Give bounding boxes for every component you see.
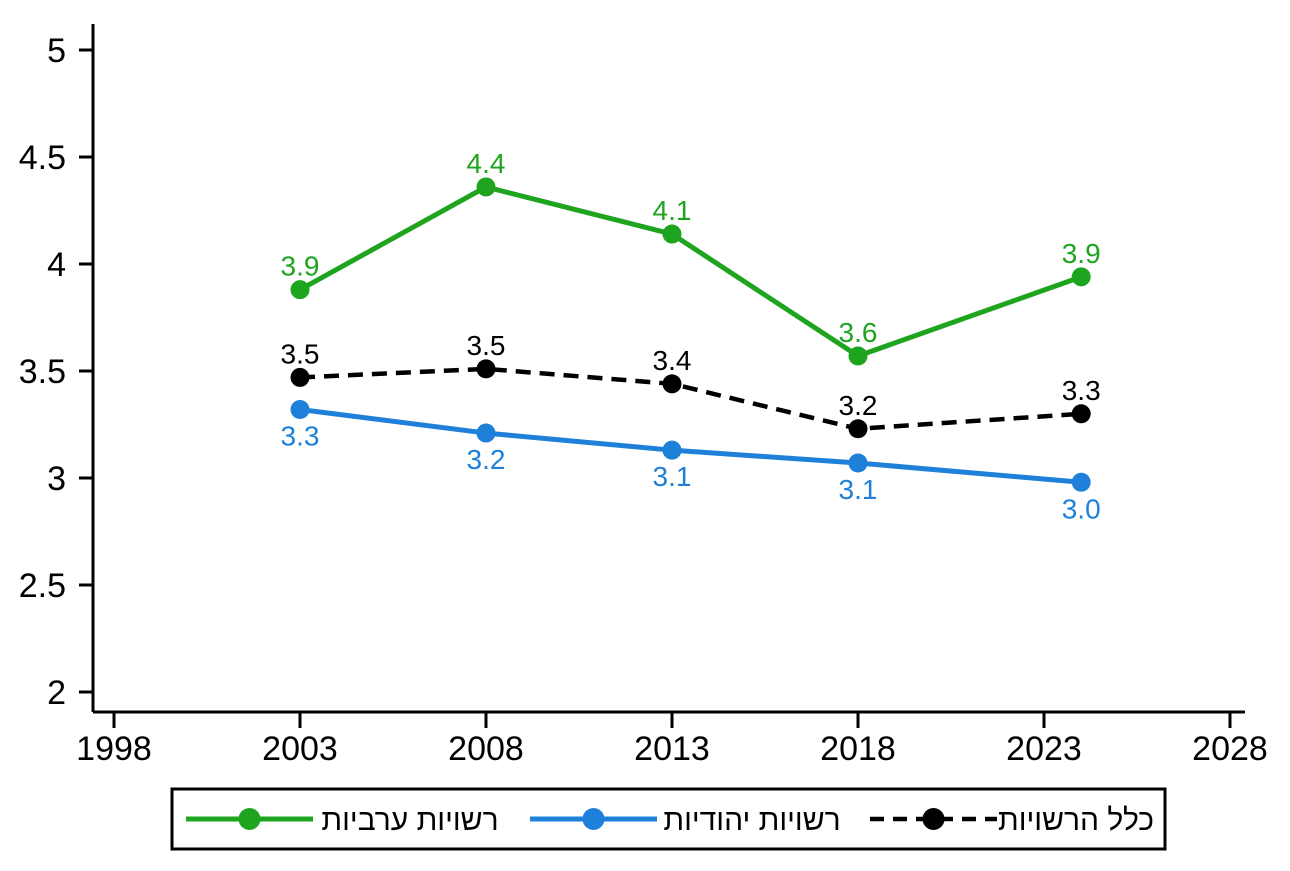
- y-axis-tick-label: 3: [47, 460, 66, 498]
- data-point-label: 3.2: [839, 390, 878, 421]
- y-axis-tick-label: 4: [47, 246, 66, 284]
- legend-swatch-marker: [582, 808, 605, 830]
- data-point-marker: [662, 374, 682, 394]
- data-point-label: 3.4: [653, 345, 692, 376]
- data-point-label: 3.9: [1062, 238, 1101, 269]
- legend-swatch-marker: [922, 808, 945, 830]
- x-axis-tick-label: 2003: [262, 730, 338, 768]
- data-point-marker: [290, 280, 310, 300]
- data-point-marker: [662, 224, 682, 244]
- data-point-label: 3.9: [281, 251, 320, 282]
- data-point-marker: [476, 423, 496, 443]
- x-axis-tick-label: 2018: [820, 730, 896, 768]
- y-axis-tick-label: 2: [47, 674, 66, 712]
- legend: רשויות ערביות רשויות יהודיות כלל הרשויות: [170, 787, 1167, 851]
- x-axis-tick-label: 2023: [1006, 730, 1082, 768]
- y-axis-tick-label: 5: [47, 32, 66, 70]
- series-2: 3.5 3.5 3.4 3.2 3.3: [281, 330, 1101, 439]
- legend-entry-label: רשויות ערביות: [321, 804, 498, 837]
- series-layer: 3.94.44.13.63.93.33.23.1 3.13.03.5 3.5 3.43…: [281, 148, 1101, 524]
- data-point-marker: [476, 177, 496, 197]
- data-point-label: 3.1: [653, 461, 692, 492]
- data-point-label: 3.1: [839, 474, 878, 505]
- axes: 5 4.5 4 3.5 3 2.5 2 1998 2003 2008 2013 2018 2023 202…: [19, 24, 1268, 768]
- data-point-label: 3.6: [839, 317, 878, 348]
- series-1: 3.3 3.2 3.1 3.1 3.0: [281, 400, 1101, 524]
- data-point-label: 3.3: [281, 421, 320, 452]
- series-0: 3.9 4.4 4.1 3.6 3.9: [281, 148, 1101, 366]
- data-point-label: 3.3: [1062, 375, 1101, 406]
- data-point-marker: [1071, 472, 1091, 492]
- legend-entry: כלל הרשויות: [870, 804, 1154, 837]
- x-axis-tick-label: 2008: [448, 730, 524, 768]
- series-line: [299, 366, 1082, 432]
- data-point-marker: [848, 419, 868, 439]
- x-axis-tick-label: 2028: [1192, 730, 1268, 768]
- legend-swatch-marker: [238, 808, 261, 830]
- y-axis-tick-label: 3.5: [19, 353, 66, 391]
- data-point-marker: [1071, 404, 1091, 424]
- data-point-marker: [1071, 267, 1091, 287]
- data-point-marker: [290, 400, 310, 420]
- legend-box: [170, 787, 1167, 851]
- x-axis-tick-label: 1998: [76, 730, 152, 768]
- legend-entry-label: כלל הרשויות: [998, 804, 1154, 837]
- x-axis-tick-label: 2013: [634, 730, 710, 768]
- data-point-label: 3.5: [281, 338, 320, 369]
- legend-entry: רשויות ערביות: [186, 804, 499, 837]
- data-point-label: 3.2: [467, 444, 506, 475]
- data-point-label: 3.0: [1062, 493, 1101, 524]
- y-axis-tick-label: 2.5: [19, 567, 66, 605]
- data-point-marker: [848, 453, 868, 473]
- data-point-marker: [662, 440, 682, 460]
- legend-entry-label: רשויות יהודיות: [663, 804, 840, 837]
- data-point-marker: [476, 359, 496, 379]
- data-point-label: 4.4: [467, 148, 506, 179]
- data-point-label: 4.1: [653, 195, 692, 226]
- data-point-label: 3.5: [467, 330, 506, 361]
- y-axis-tick-label: 4.5: [19, 139, 66, 177]
- data-point-marker: [848, 346, 868, 366]
- data-point-marker: [290, 367, 310, 387]
- legend-entry: רשויות יהודיות: [530, 804, 841, 837]
